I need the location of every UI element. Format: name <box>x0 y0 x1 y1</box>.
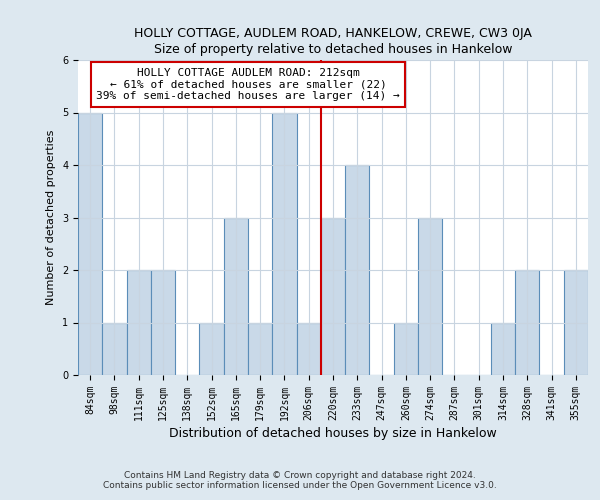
Bar <box>248 322 272 375</box>
Text: HOLLY COTTAGE, AUDLEM ROAD, HANKELOW, CREWE, CW3 0JA: HOLLY COTTAGE, AUDLEM ROAD, HANKELOW, CR… <box>134 28 532 40</box>
Bar <box>151 270 175 375</box>
Bar <box>345 165 370 375</box>
Bar <box>491 322 515 375</box>
Bar <box>515 270 539 375</box>
X-axis label: Distribution of detached houses by size in Hankelow: Distribution of detached houses by size … <box>169 427 497 440</box>
Text: Size of property relative to detached houses in Hankelow: Size of property relative to detached ho… <box>154 42 512 56</box>
Bar <box>224 218 248 375</box>
Text: HOLLY COTTAGE AUDLEM ROAD: 212sqm
← 61% of detached houses are smaller (22)
39% : HOLLY COTTAGE AUDLEM ROAD: 212sqm ← 61% … <box>96 68 400 101</box>
Bar <box>394 322 418 375</box>
Bar <box>127 270 151 375</box>
Bar <box>102 322 127 375</box>
Bar <box>418 218 442 375</box>
Y-axis label: Number of detached properties: Number of detached properties <box>46 130 56 305</box>
Bar <box>321 218 345 375</box>
Text: Contains HM Land Registry data © Crown copyright and database right 2024.
Contai: Contains HM Land Registry data © Crown c… <box>103 470 497 490</box>
Bar <box>296 322 321 375</box>
Bar <box>78 112 102 375</box>
Bar <box>564 270 588 375</box>
Bar <box>272 112 296 375</box>
Bar <box>199 322 224 375</box>
